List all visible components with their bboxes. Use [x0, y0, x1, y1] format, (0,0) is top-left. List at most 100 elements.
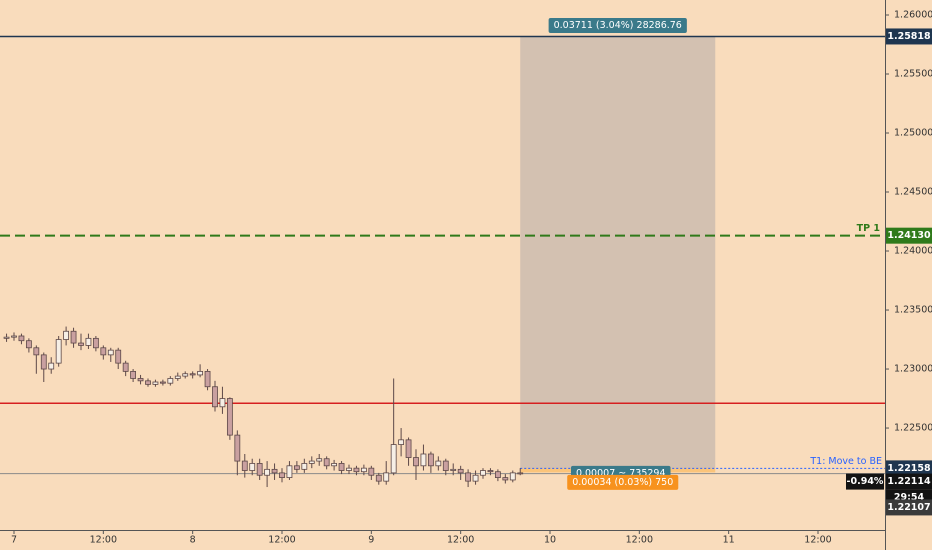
y-tick-label: 1.23500: [894, 305, 932, 316]
candle-body: [3, 336, 10, 339]
candle-body: [316, 458, 323, 462]
x-tick-label: 12:00: [268, 535, 295, 546]
x-tick-label: 9: [368, 535, 374, 546]
candle-body: [174, 375, 181, 379]
low-tag-bg: [886, 499, 932, 516]
x-tick-label: 12:00: [90, 535, 117, 546]
candle-body: [323, 458, 330, 467]
candle-body: [212, 386, 218, 408]
target-label-bg: [548, 17, 687, 33]
candle-body: [25, 340, 32, 349]
candle-body: [204, 370, 211, 388]
x-tick-label: 11: [723, 535, 735, 546]
candle-body: [85, 337, 92, 346]
candle-body: [48, 362, 55, 370]
candle-body: [100, 347, 107, 356]
candle-body: [353, 467, 360, 473]
candle-body: [226, 398, 233, 436]
target-label: 0.03711 (3.04%) 28286.76: [554, 20, 682, 31]
change-tag: -0.94%: [847, 476, 884, 487]
candle-body: [167, 378, 174, 384]
candle-body: [338, 463, 345, 471]
candle-body: [360, 467, 367, 473]
last-price-tag: 1.22114: [887, 476, 931, 487]
candle-body: [33, 347, 40, 356]
change-tag-bg: [846, 473, 884, 490]
candle-body: [420, 453, 427, 467]
candle-body: [413, 457, 419, 467]
y-tick-label: 1.23000: [894, 364, 932, 375]
candle-body: [92, 337, 99, 349]
x-tick-label: 12:00: [804, 535, 831, 546]
candle-body: [279, 472, 285, 479]
candle-body: [509, 472, 516, 481]
candle-body: [11, 335, 17, 338]
candle-body: [368, 467, 375, 476]
y-tick-label: 1.25000: [894, 128, 932, 139]
candle-body: [494, 471, 501, 479]
candle-body: [122, 362, 129, 372]
y-tick-label: 1.22500: [894, 423, 932, 434]
target-zone: [520, 36, 716, 469]
be-tag: 1.22158: [887, 463, 931, 474]
y-tick-label: 1.25500: [894, 68, 932, 79]
candle-body: [390, 444, 397, 474]
level-tag-bg: [886, 28, 932, 45]
candle-body: [435, 460, 442, 467]
x-tick-label: 7: [11, 535, 17, 546]
candle-body: [182, 373, 189, 377]
level-name: TP 1: [857, 223, 880, 234]
last-price-tag-bg: [886, 473, 932, 490]
level-tag-bg: [886, 227, 932, 244]
candle-body: [472, 474, 479, 482]
candle-body: [398, 439, 405, 445]
y-tick-label: 1.24000: [894, 246, 932, 257]
candle-body: [78, 342, 84, 346]
candle-body: [256, 463, 263, 476]
candle-body: [115, 349, 122, 364]
x-tick-label: 12:00: [447, 535, 474, 546]
candle-body: [442, 460, 449, 471]
candle-body: [234, 434, 241, 462]
candle-body: [375, 474, 382, 482]
x-tick-label: 12:00: [626, 535, 653, 546]
candle-body: [145, 380, 151, 385]
candle-body: [55, 339, 62, 364]
level-tag: 1.25818: [887, 31, 931, 42]
candle-body: [286, 465, 293, 479]
candle-body: [331, 463, 338, 467]
be-tag-bg: [886, 460, 932, 477]
candle-body: [63, 330, 70, 340]
countdown-tag: 29:54: [894, 492, 925, 503]
candle-body: [249, 463, 256, 471]
candle-body: [137, 378, 144, 382]
y-tick-label: 1.24500: [894, 187, 932, 198]
candle-body: [457, 468, 464, 474]
candle-body: [264, 468, 271, 476]
candle-body: [152, 381, 159, 385]
x-tick-label: 10: [544, 535, 556, 546]
candle-body: [70, 330, 77, 344]
candle-body: [159, 381, 166, 384]
stop-label: 0.00034 (0.03%) 750: [572, 477, 673, 488]
x-tick-label: 8: [190, 535, 196, 546]
candle-body: [18, 335, 25, 342]
candle-body: [107, 349, 114, 356]
candle-body: [219, 398, 226, 408]
y-tick-label: 1.26000: [894, 9, 932, 20]
candle-body: [480, 470, 486, 476]
candle-body: [517, 472, 524, 475]
candle-body: [487, 470, 494, 473]
be-text: T1: Move to BE: [809, 456, 882, 467]
candle-body: [189, 373, 196, 376]
candle-body: [293, 465, 300, 470]
candle-body: [301, 463, 308, 470]
stop-label-bg: [567, 474, 679, 490]
candle-body: [197, 370, 204, 376]
candle-body: [502, 477, 509, 481]
entry-label: 0.00007 ~ 735294: [576, 468, 666, 479]
low-tag: 1.22107: [887, 502, 930, 513]
candle-body: [450, 468, 457, 471]
